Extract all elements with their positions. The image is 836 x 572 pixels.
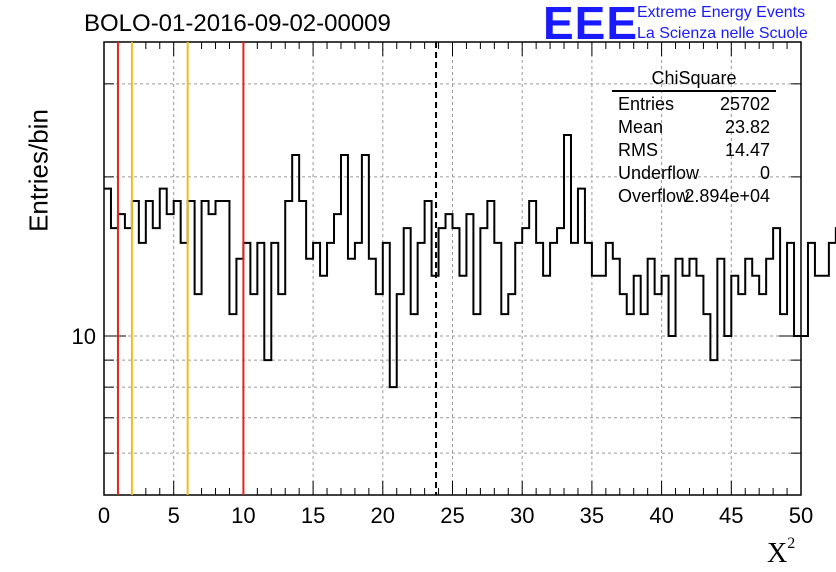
x-tick-label: 50: [789, 503, 813, 528]
run-title: BOLO-01-2016-09-02-00009: [84, 10, 391, 37]
x-tick-label: 35: [580, 503, 604, 528]
y-axis-label: Entries/bin: [23, 109, 54, 232]
stats-box: ChiSquare Entries 25702 Mean 23.82 RMS 14.4…: [612, 68, 776, 209]
stats-row-rms: RMS 14.47: [618, 140, 770, 160]
y-tick-label: 10: [72, 324, 96, 349]
x-tick-label: 30: [510, 503, 534, 528]
stats-row-underflow: Underflow 0: [618, 163, 770, 183]
x-axis-label: X2: [767, 534, 796, 569]
histogram-series: [104, 134, 836, 389]
x-tick-label: 20: [371, 503, 395, 528]
x-tick-label: 0: [98, 503, 110, 528]
stats-title: ChiSquare: [612, 68, 776, 92]
eee-logo: EEE: [543, 0, 639, 49]
x-tick-label: 40: [649, 503, 673, 528]
x-tick-label: 15: [301, 503, 325, 528]
logo-tagline-2: La Scienza nelle Scuole: [637, 25, 808, 42]
stats-row-overflow: Overflow 2.894e+04: [618, 186, 770, 206]
x-tick-label: 45: [719, 503, 743, 528]
x-tick-label: 25: [440, 503, 464, 528]
stats-row-entries: Entries 25702: [618, 94, 770, 114]
x-tick-label: 5: [168, 503, 180, 528]
stats-row-mean: Mean 23.82: [618, 117, 770, 137]
logo-tagline-1: Extreme Energy Events: [637, 4, 806, 21]
x-tick-label: 10: [231, 503, 255, 528]
x-axis-label-superscript: 2: [787, 534, 796, 552]
y-axis-label-wrap: Entries/bin: [4, 109, 54, 232]
